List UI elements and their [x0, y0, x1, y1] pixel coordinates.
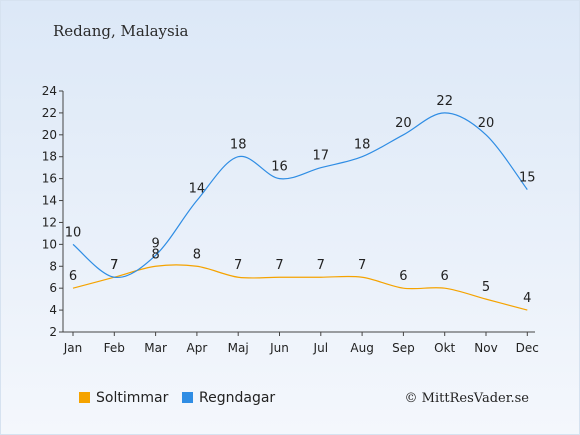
- data-label: 10: [65, 225, 82, 240]
- y-tick-label: 24: [42, 84, 57, 98]
- y-tick-label: 22: [42, 106, 57, 120]
- data-label: 6: [441, 269, 449, 284]
- y-tick-label: 4: [49, 303, 57, 317]
- data-label: 6: [69, 269, 77, 284]
- data-label: 18: [230, 138, 247, 153]
- x-tick-label: Feb: [104, 341, 125, 355]
- series-line-1: [72, 112, 528, 278]
- x-tick-label: Aug: [350, 341, 373, 355]
- data-label: 8: [151, 247, 159, 262]
- y-tick-label: 10: [42, 237, 57, 251]
- x-tick-label: Maj: [228, 341, 249, 355]
- y-tick-label: 20: [42, 128, 57, 142]
- legend-swatch-rain: [182, 392, 193, 403]
- y-tick-label: 8: [49, 259, 57, 273]
- y-tick-label: 2: [49, 325, 57, 339]
- data-label: 7: [317, 258, 325, 273]
- data-label: 7: [358, 258, 366, 273]
- x-tick-label: Jul: [313, 341, 328, 355]
- data-label: 22: [436, 94, 453, 109]
- x-tick-label: Dec: [516, 341, 539, 355]
- legend-swatch-sun: [79, 392, 90, 403]
- y-tick-label: 14: [42, 194, 57, 208]
- x-tick-label: Mar: [144, 341, 167, 355]
- data-label: 7: [110, 258, 118, 273]
- x-tick-label: Sep: [392, 341, 415, 355]
- data-label: 6: [399, 269, 407, 284]
- data-label: 4: [523, 291, 531, 306]
- legend-item-rain: Regndagar: [182, 390, 275, 406]
- data-label: 7: [110, 258, 118, 273]
- legend-label-sun: Soltimmar: [96, 390, 169, 406]
- data-label: 5: [482, 280, 490, 295]
- data-label: 8: [193, 247, 201, 262]
- data-label: 20: [478, 116, 495, 131]
- series-line-0: [72, 264, 528, 311]
- x-tick-label: Apr: [187, 341, 208, 355]
- credit-text: © MittResVader.se: [404, 391, 529, 406]
- x-tick-label: Nov: [474, 341, 497, 355]
- x-tick-label: Jan: [63, 341, 83, 355]
- data-label: 7: [275, 258, 283, 273]
- y-tick-label: 18: [42, 150, 57, 164]
- chart-title: Redang, Malaysia: [53, 22, 189, 40]
- x-tick-label: Jun: [269, 341, 289, 355]
- y-tick-label: 16: [42, 172, 57, 186]
- data-label: 14: [189, 182, 206, 197]
- legend-label-rain: Regndagar: [199, 390, 276, 406]
- data-label: 16: [271, 160, 288, 175]
- data-label: 7: [234, 258, 242, 273]
- data-label: 20: [395, 116, 412, 131]
- data-label: 15: [519, 171, 536, 186]
- data-label: 18: [354, 138, 371, 153]
- legend-item-sun: Soltimmar: [79, 390, 168, 406]
- x-tick-label: Okt: [434, 341, 455, 355]
- data-label: 9: [151, 236, 159, 251]
- y-tick-label: 12: [42, 215, 57, 229]
- data-label: 17: [313, 149, 330, 164]
- y-tick-label: 6: [49, 281, 57, 295]
